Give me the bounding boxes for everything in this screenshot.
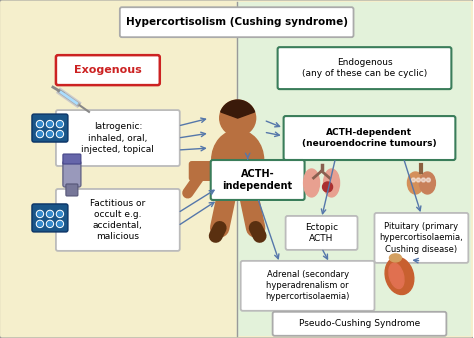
Circle shape — [37, 122, 43, 126]
Circle shape — [57, 131, 63, 137]
Bar — [237, 2, 471, 336]
Circle shape — [56, 220, 64, 227]
Circle shape — [37, 212, 43, 216]
FancyBboxPatch shape — [189, 161, 215, 181]
FancyBboxPatch shape — [32, 204, 68, 232]
Ellipse shape — [390, 254, 401, 262]
Circle shape — [417, 178, 420, 182]
Circle shape — [46, 220, 54, 227]
Circle shape — [421, 178, 426, 182]
FancyBboxPatch shape — [374, 213, 468, 263]
Circle shape — [47, 122, 53, 126]
FancyBboxPatch shape — [273, 312, 447, 336]
Text: Ectopic
ACTH: Ectopic ACTH — [305, 223, 338, 243]
Circle shape — [57, 122, 63, 126]
Ellipse shape — [419, 172, 436, 194]
Text: ACTH-
independent: ACTH- independent — [223, 169, 293, 191]
Ellipse shape — [324, 169, 339, 197]
FancyBboxPatch shape — [56, 55, 160, 85]
Ellipse shape — [385, 257, 414, 294]
FancyBboxPatch shape — [237, 2, 469, 336]
Text: Adrenal (secondary
hyperadrenalism or
hypercortisolaemia): Adrenal (secondary hyperadrenalism or hy… — [265, 270, 350, 301]
FancyBboxPatch shape — [66, 184, 78, 196]
Circle shape — [57, 221, 63, 226]
Ellipse shape — [303, 169, 319, 197]
FancyBboxPatch shape — [286, 216, 357, 250]
Circle shape — [36, 220, 44, 227]
Ellipse shape — [212, 130, 264, 190]
FancyBboxPatch shape — [278, 47, 451, 89]
FancyBboxPatch shape — [211, 160, 305, 200]
Circle shape — [46, 211, 54, 217]
Circle shape — [36, 130, 44, 138]
Circle shape — [56, 121, 64, 127]
FancyBboxPatch shape — [63, 161, 81, 187]
Text: ACTH-dependent
(neuroendocrine tumours): ACTH-dependent (neuroendocrine tumours) — [302, 128, 437, 148]
Text: Pituitary (primary
hypercortisolaemia,
Cushing disease): Pituitary (primary hypercortisolaemia, C… — [380, 222, 463, 254]
Circle shape — [427, 178, 430, 182]
Text: Hypercortisolism (Cushing syndrome): Hypercortisolism (Cushing syndrome) — [126, 17, 347, 27]
Ellipse shape — [408, 172, 423, 194]
Circle shape — [47, 131, 53, 137]
FancyBboxPatch shape — [56, 110, 180, 166]
Circle shape — [37, 131, 43, 137]
Circle shape — [47, 212, 53, 216]
Text: Iatrogenic:
inhaled, oral,
injected, topical: Iatrogenic: inhaled, oral, injected, top… — [82, 122, 154, 154]
FancyBboxPatch shape — [63, 154, 81, 164]
Circle shape — [47, 221, 53, 226]
Circle shape — [219, 100, 255, 136]
FancyBboxPatch shape — [32, 114, 68, 142]
Text: Endogenous
(any of these can be cyclic): Endogenous (any of these can be cyclic) — [302, 58, 427, 78]
Circle shape — [37, 221, 43, 226]
Ellipse shape — [389, 263, 404, 289]
FancyBboxPatch shape — [120, 7, 354, 37]
Wedge shape — [221, 100, 255, 118]
Circle shape — [46, 121, 54, 127]
FancyBboxPatch shape — [261, 161, 287, 181]
Circle shape — [411, 178, 415, 182]
Circle shape — [36, 121, 44, 127]
Circle shape — [36, 211, 44, 217]
Circle shape — [323, 182, 333, 192]
Circle shape — [56, 211, 64, 217]
Text: Factitious or
occult e.g.
accidental,
malicious: Factitious or occult e.g. accidental, ma… — [90, 199, 146, 241]
Circle shape — [57, 212, 63, 216]
Circle shape — [56, 130, 64, 138]
Circle shape — [46, 130, 54, 138]
Text: Pseudo-Cushing Syndrome: Pseudo-Cushing Syndrome — [299, 319, 420, 328]
FancyBboxPatch shape — [56, 189, 180, 251]
FancyBboxPatch shape — [241, 261, 374, 311]
FancyBboxPatch shape — [283, 116, 456, 160]
Text: Exogenous: Exogenous — [74, 65, 142, 75]
